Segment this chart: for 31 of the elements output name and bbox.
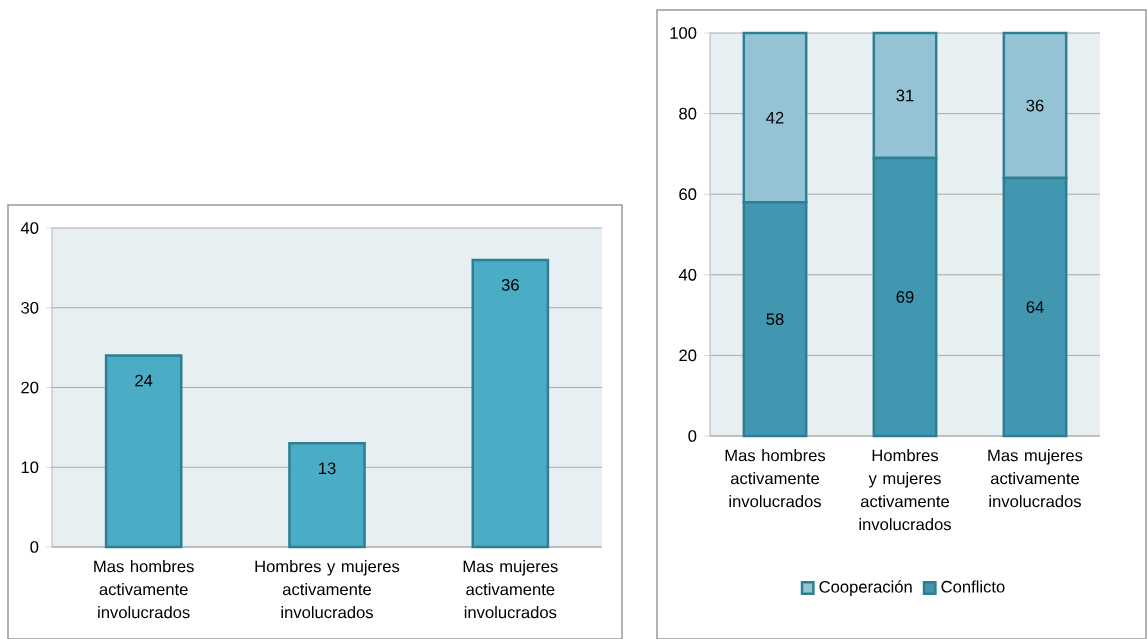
x-tick-label: Mas mujeres activamente involucrados [463, 560, 558, 619]
data-label: 24 [135, 374, 153, 387]
y-tick-label: 40 [20, 222, 39, 234]
y-tick-label: 20 [21, 381, 39, 394]
x-tick-label: Mas hombres activamente involucrados [725, 449, 826, 508]
y-tick-label: 10 [21, 461, 39, 474]
x-tick-label: Hombres y mujeres activamente involucrados [255, 560, 400, 619]
data-label: 13 [319, 462, 336, 475]
y-tick-label: 0 [30, 541, 39, 553]
y-tick-label: 30 [21, 301, 39, 314]
data-label: 36 [1026, 99, 1044, 112]
legend-label: Cooperación [819, 580, 912, 596]
data-label: 31 [896, 89, 914, 102]
data-label: 58 [766, 313, 784, 325]
y-tick-label: 60 [679, 188, 697, 201]
x-tick-label: Hombres y mujeres activamente involucrados [859, 449, 951, 531]
y-tick-label: 80 [679, 107, 697, 120]
data-label: 64 [1026, 301, 1044, 313]
y-tick-label: 0 [688, 430, 697, 442]
data-label: 42 [766, 111, 784, 124]
bar [288, 442, 366, 549]
y-tick-label: 100 [670, 27, 697, 39]
data-label: 36 [501, 278, 519, 291]
x-tick-label: Mas mujeres activamente involucrados [988, 449, 1083, 508]
data-label: 69 [896, 291, 914, 303]
y-tick-label: 20 [679, 349, 697, 362]
x-tick-label: Mas hombres activamente involucrados [94, 560, 194, 619]
legend-label: Conflicto [941, 580, 1005, 593]
bar [104, 354, 183, 549]
y-tick-label: 40 [678, 268, 697, 281]
bar [471, 258, 550, 549]
